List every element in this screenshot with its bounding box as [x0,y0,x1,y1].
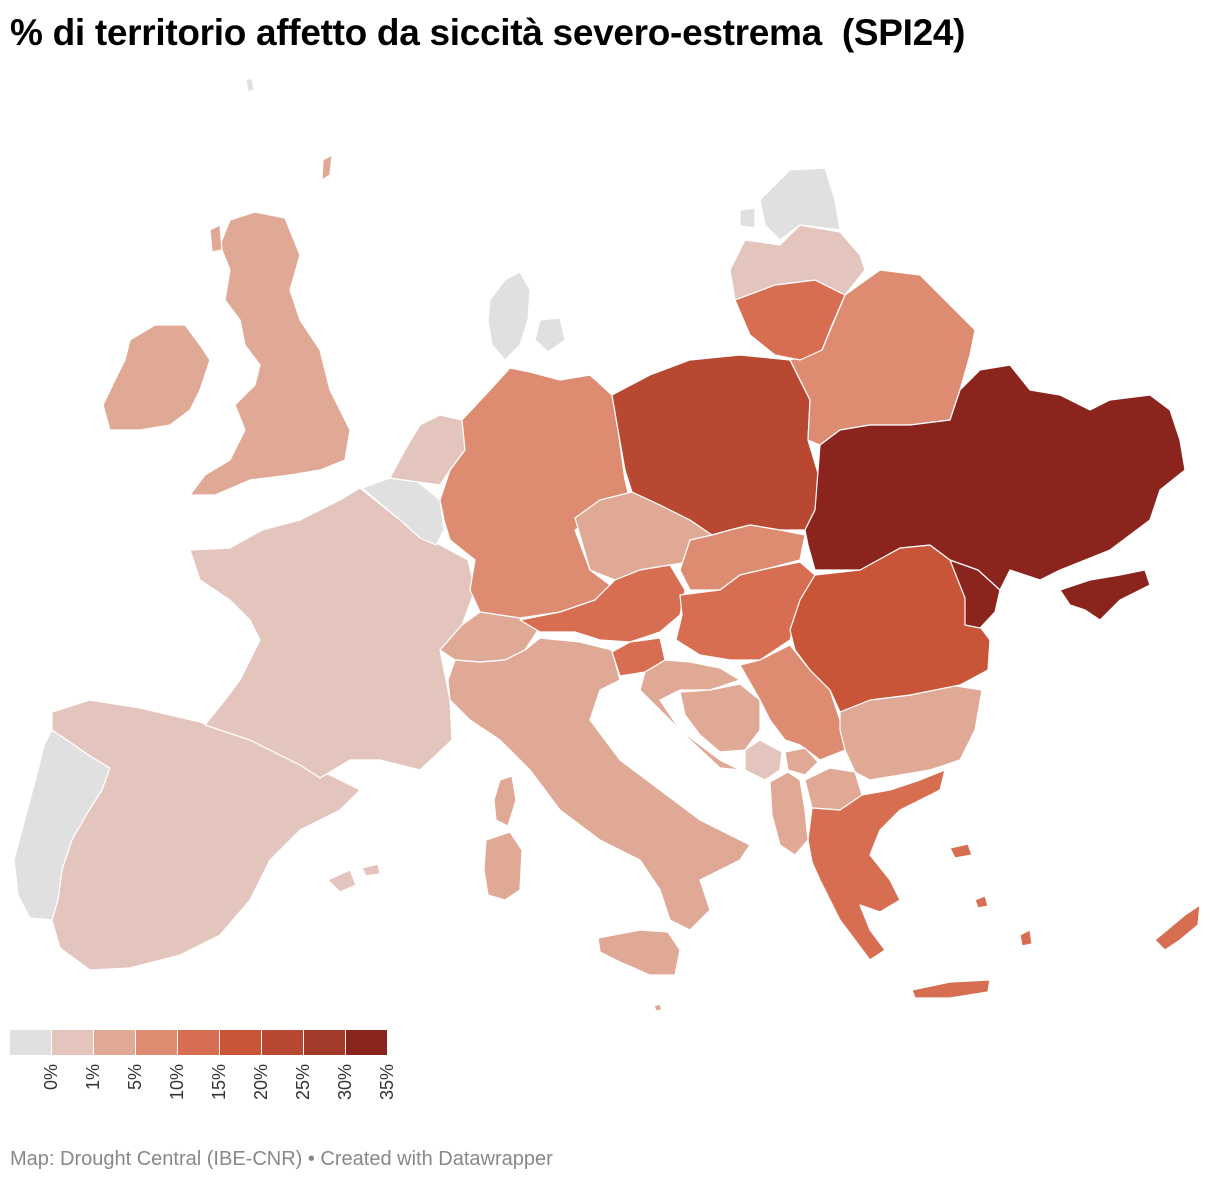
legend-swatch-5 [220,1030,261,1055]
region-estonia[interactable] [739,167,841,241]
legend-swatches [10,1030,388,1055]
map-title: % di territorio affetto da siccità sever… [10,12,966,53]
region-corsica[interactable] [493,775,517,827]
region-latvia[interactable] [729,224,866,301]
region-crimea[interactable] [1059,569,1151,621]
region-faroe [245,77,255,93]
legend-swatch-6 [262,1030,303,1055]
region-kosovo[interactable] [784,747,819,776]
region-cyprus[interactable] [1154,904,1201,951]
legend-tick-0: 0% [41,1064,61,1091]
legend-tick-7: 30% [335,1064,355,1101]
legend-swatch-1 [52,1030,93,1055]
legend-tick-1: 1% [83,1064,103,1091]
region-bosnia[interactable] [679,683,761,753]
region-uk-islands [209,154,333,253]
legend-swatch-7 [304,1030,345,1055]
legend-swatch-0 [10,1030,51,1055]
region-uk[interactable] [189,211,351,496]
legend-tick-4: 15% [209,1064,229,1101]
legend-swatch-8 [346,1030,387,1055]
legend-swatch-4 [178,1030,219,1055]
footer-credit: Map: Drought Central (IBE-CNR) • Created… [10,1148,553,1170]
region-slovakia[interactable] [679,524,806,591]
legend-tick-8: 35% [377,1064,397,1101]
region-montenegro[interactable] [744,739,783,781]
region-germany[interactable] [439,367,631,619]
legend-swatch-3 [136,1030,177,1055]
legend-tick-6: 25% [293,1064,313,1101]
region-ireland[interactable] [102,324,211,431]
region-greek-islands[interactable] [911,843,1033,999]
region-malta [653,1003,663,1012]
legend-swatch-2 [94,1030,135,1055]
region-sardinia[interactable] [483,831,523,901]
legend-tick-5: 20% [251,1064,271,1101]
europe-choropleth-map [13,77,1201,1012]
region-italy[interactable] [447,637,751,931]
legend-tick-2: 5% [125,1064,145,1091]
region-greece[interactable] [807,769,946,961]
region-france[interactable] [189,487,476,779]
region-albania[interactable] [769,771,809,856]
legend-tick-3: 10% [167,1064,187,1101]
region-sicily[interactable] [597,929,681,976]
region-croatia[interactable] [639,659,741,771]
color-legend: 0% 1% 5% 10% 15% 20% 25% 30% 35% [10,1030,430,1110]
region-denmark[interactable] [487,271,566,361]
region-balearic[interactable] [327,863,381,893]
region-ukraine[interactable] [804,364,1186,591]
region-poland[interactable] [611,354,821,536]
